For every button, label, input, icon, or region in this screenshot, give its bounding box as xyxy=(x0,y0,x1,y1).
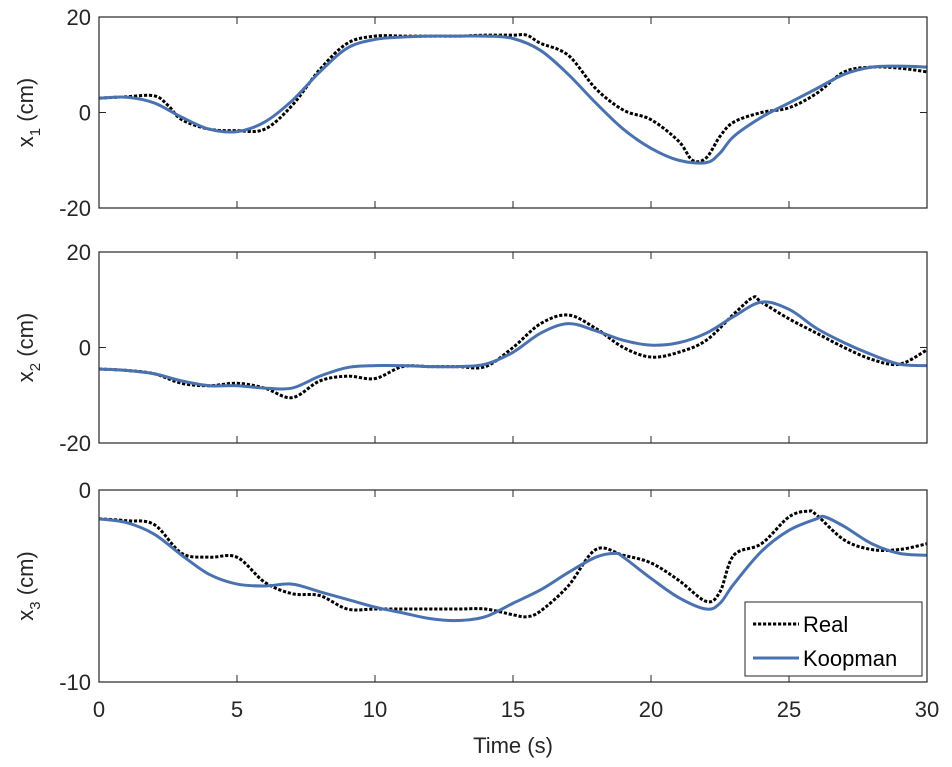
x-axis: 0 5 10 15 20 25 30 xyxy=(93,697,939,722)
panel-3: -10 0 x3 (cm) xyxy=(13,478,928,695)
panel-3-ytick-label: 0 xyxy=(79,478,91,503)
panel-1-ytick-label: -20 xyxy=(59,196,91,221)
panel-2: -20 0 20 x2 (cm) xyxy=(13,240,928,456)
panel-2-ytick-label: -20 xyxy=(59,431,91,456)
panel-2-ylabel: x2 (cm) xyxy=(13,313,44,382)
x-axis-label: Time (s) xyxy=(473,733,553,758)
x-tick-label: 0 xyxy=(93,697,105,722)
legend-label-real: Real xyxy=(803,612,848,637)
legend-label-koopman: Koopman xyxy=(803,646,897,671)
x-tick-label: 20 xyxy=(639,697,663,722)
legend: Real Koopman xyxy=(744,601,923,677)
panel-2-ytick-label: 0 xyxy=(79,336,91,361)
panel-3-ytick-label: -10 xyxy=(59,670,91,695)
panel-2-series-koopman xyxy=(99,300,927,391)
panel-1-ytick-label: 0 xyxy=(79,101,91,126)
x-tick-label: 15 xyxy=(501,697,525,722)
panel-2-ytick-label: 20 xyxy=(67,240,91,265)
panel-1-ylabel: x1 (cm) xyxy=(13,78,44,147)
x-tick-label: 10 xyxy=(363,697,387,722)
panel-1-series-koopman xyxy=(99,34,927,165)
x-tick-label: 5 xyxy=(231,697,243,722)
chart-panels: -20 0 20 x1 (cm) -20 0 20 x2 (cm) -10 0 x3 (cm) xyxy=(13,5,928,695)
panel-1-ytick-label: 20 xyxy=(67,5,91,30)
legend-box xyxy=(744,601,923,677)
panel-3-series-real xyxy=(99,509,927,619)
panel-2-series-real xyxy=(99,295,927,400)
x-tick-label: 25 xyxy=(777,697,801,722)
panel-3-ylabel: x3 (cm) xyxy=(13,551,44,620)
panel-1: -20 0 20 x1 (cm) xyxy=(13,5,928,221)
panel-1-series-real xyxy=(99,33,927,164)
x-tick-label: 30 xyxy=(915,697,939,722)
panel-3-series-koopman xyxy=(99,514,927,623)
panel-1-axes xyxy=(98,16,928,209)
